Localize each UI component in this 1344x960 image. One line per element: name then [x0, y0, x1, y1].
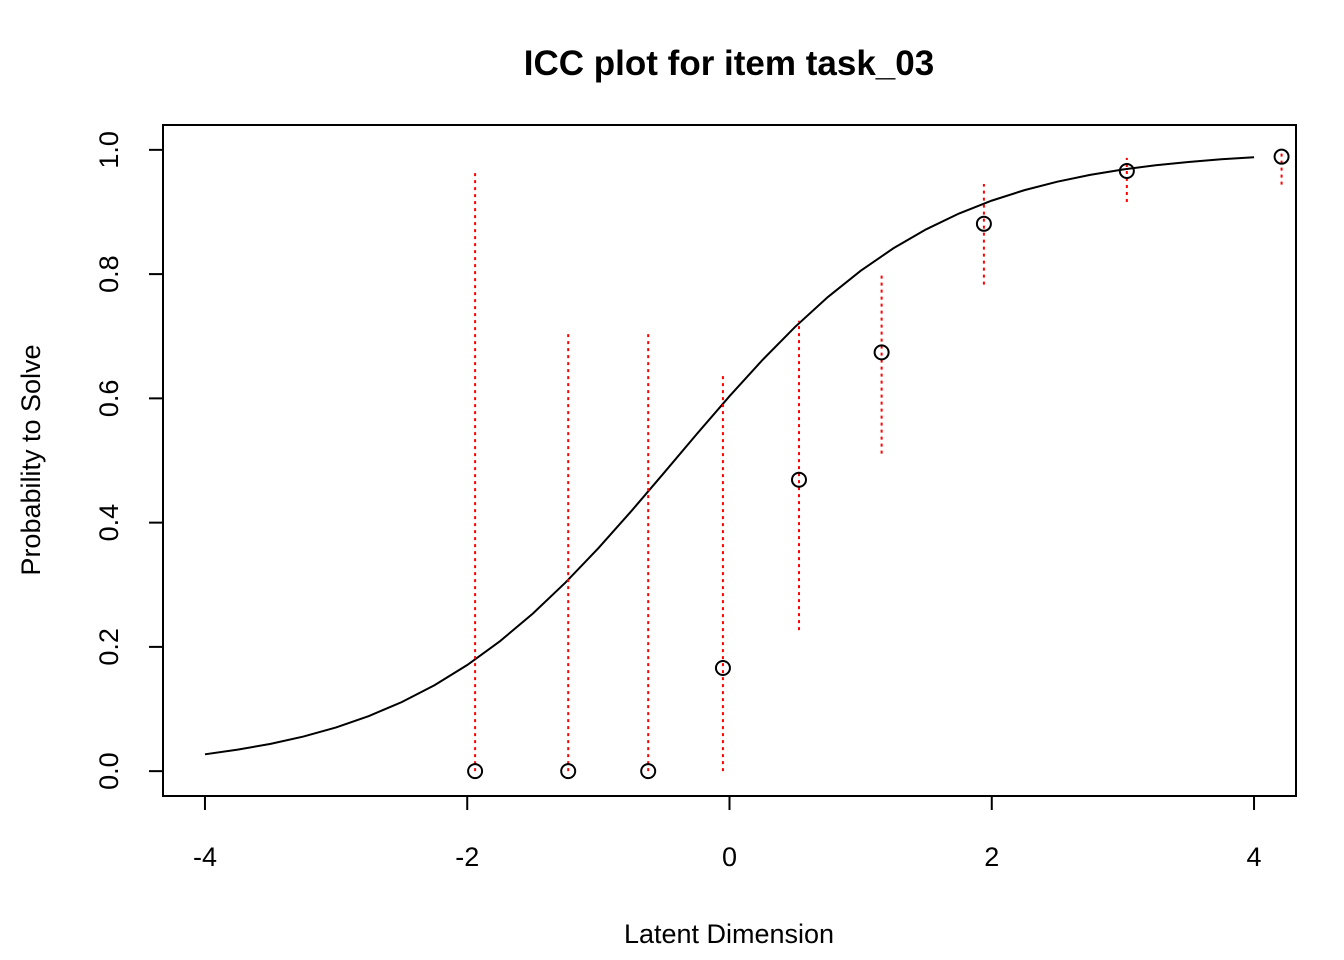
y-tick-label: 0.4 [94, 504, 124, 542]
empirical-point [791, 471, 808, 488]
empirical-point [1273, 148, 1290, 165]
y-tick-label: 0.2 [94, 628, 124, 666]
icc-curve [204, 156, 1255, 756]
x-tick-label: -4 [193, 842, 217, 872]
empirical-point [714, 660, 731, 677]
x-axis-label: Latent Dimension [624, 919, 834, 949]
x-tick-label: 0 [722, 842, 737, 872]
x-tick-label: -2 [455, 842, 479, 872]
empirical-point [560, 763, 577, 780]
empirical-point [1118, 162, 1135, 179]
empirical-point [975, 215, 992, 232]
plot-box [162, 124, 1297, 797]
y-axis-label: Probability to Solve [16, 344, 46, 575]
y-tick-label: 0.8 [94, 255, 124, 293]
empirical-point [640, 763, 657, 780]
chart-title: ICC plot for item task_03 [524, 44, 934, 83]
empirical-point [467, 763, 484, 780]
x-tick-label: 2 [984, 842, 999, 872]
y-tick-label: 1.0 [94, 131, 124, 169]
empirical-point [873, 344, 890, 361]
y-tick-label: 0.0 [94, 752, 124, 790]
x-tick-label: 4 [1247, 842, 1262, 872]
y-tick-label: 0.6 [94, 380, 124, 418]
